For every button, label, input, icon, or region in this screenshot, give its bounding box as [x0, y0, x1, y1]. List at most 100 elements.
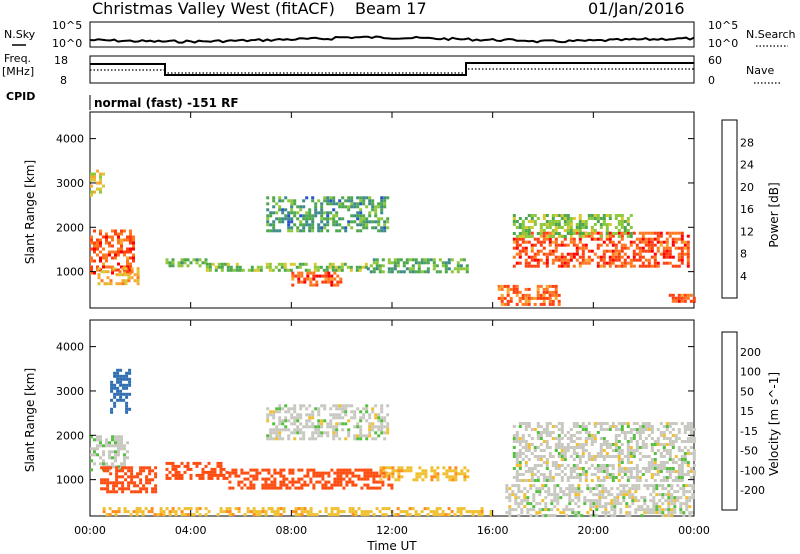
velocity-cell	[386, 428, 390, 432]
power-cell	[551, 223, 555, 226]
velocity-cell	[323, 431, 327, 435]
power-cell	[120, 241, 123, 245]
velocity-cell	[514, 508, 518, 512]
velocity-cell	[625, 490, 629, 494]
velocity-cell	[599, 455, 603, 458]
velocity-cell	[656, 470, 660, 473]
velocity-cell	[281, 437, 285, 441]
velocity-cell	[665, 452, 669, 455]
power-cell	[647, 231, 651, 235]
velocity-cell	[351, 507, 355, 511]
velocity-cell	[285, 483, 289, 487]
velocity-cell	[110, 407, 114, 411]
velocity-cell	[521, 440, 525, 443]
velocity-cell	[668, 422, 672, 425]
power-cell	[527, 296, 531, 300]
power-cell	[539, 240, 543, 244]
velocity-cell	[611, 425, 615, 428]
velocity-patch	[512, 422, 696, 482]
power-cell	[326, 199, 330, 203]
velocity-cell	[514, 496, 518, 500]
power-cell	[668, 252, 672, 256]
velocity-cell	[317, 422, 321, 426]
power-cell	[665, 252, 669, 256]
velocity-cell	[628, 487, 632, 491]
velocity-cell	[300, 507, 304, 511]
power-cell	[308, 229, 312, 233]
cpid-text: normal (fast) -151 RF	[94, 96, 239, 110]
velocity-cell	[623, 431, 627, 434]
power-cell	[300, 274, 304, 278]
velocity-cell	[139, 472, 143, 476]
velocity-cell	[686, 422, 690, 425]
velocity-cell	[436, 475, 440, 479]
velocity-cell	[126, 456, 129, 460]
velocity-cell	[515, 452, 519, 455]
power-cell	[608, 258, 612, 262]
power-cell	[297, 277, 301, 281]
velocity-cell	[602, 449, 606, 452]
power-cell	[426, 258, 430, 262]
freq-panel	[89, 55, 695, 84]
power-cell	[542, 293, 546, 297]
velocity-cell	[123, 453, 126, 457]
power-cell	[359, 223, 363, 227]
power-cell	[259, 268, 263, 272]
power-cell	[515, 252, 519, 256]
velocity-cell	[362, 434, 366, 438]
velocity-cell	[584, 443, 588, 446]
power-cell	[536, 258, 540, 262]
velocity-cell	[551, 461, 555, 464]
velocity-cell	[100, 466, 104, 470]
velocity-cell	[231, 468, 235, 472]
power-cell	[614, 264, 618, 268]
power-cell	[93, 250, 96, 254]
power-cell	[299, 223, 303, 227]
power-cell	[590, 237, 594, 241]
power-cell	[93, 244, 96, 248]
power-cell	[380, 229, 384, 233]
velocity-cell	[371, 410, 375, 414]
velocity-cell	[530, 437, 534, 440]
velocity-cell	[145, 475, 149, 479]
velocity-cell	[180, 461, 184, 465]
power-cell	[671, 299, 675, 303]
velocity-cell	[321, 477, 325, 481]
velocity-cell	[682, 502, 686, 506]
power-cell	[680, 249, 684, 253]
power-cell	[114, 253, 117, 257]
velocity-cell	[344, 404, 348, 408]
power-cell	[320, 214, 324, 218]
power-cell	[569, 235, 573, 238]
velocity-cell	[679, 487, 683, 491]
velocity-cell	[127, 487, 131, 491]
velocity-cell	[610, 499, 614, 503]
velocity-cell	[177, 476, 181, 480]
velocity-cell	[360, 477, 364, 481]
power-cell	[96, 247, 99, 251]
power-cell	[238, 268, 242, 272]
power-cell	[641, 246, 645, 250]
velocity-cell	[563, 449, 567, 452]
velocity-cell	[267, 483, 271, 487]
velocity-colorbar-frame	[721, 331, 738, 511]
power-cell	[380, 202, 384, 206]
power-cell	[326, 214, 330, 218]
velocity-cell	[548, 479, 552, 482]
velocity-cell	[329, 422, 333, 426]
velocity-cell	[566, 446, 570, 449]
power-cell	[536, 296, 540, 300]
velocity-cell	[553, 499, 557, 503]
velocity-cell	[512, 467, 516, 470]
velocity-cell	[578, 458, 582, 461]
power-cell	[414, 261, 418, 265]
power-cell	[120, 229, 123, 233]
velocity-cell	[326, 434, 330, 438]
power-cell	[581, 261, 585, 265]
velocity-cell	[661, 514, 665, 518]
velocity-cell	[629, 473, 633, 476]
velocity-cell	[116, 374, 120, 378]
power-cell	[620, 264, 624, 268]
power-cell	[253, 268, 257, 272]
velocity-cell	[174, 467, 178, 471]
